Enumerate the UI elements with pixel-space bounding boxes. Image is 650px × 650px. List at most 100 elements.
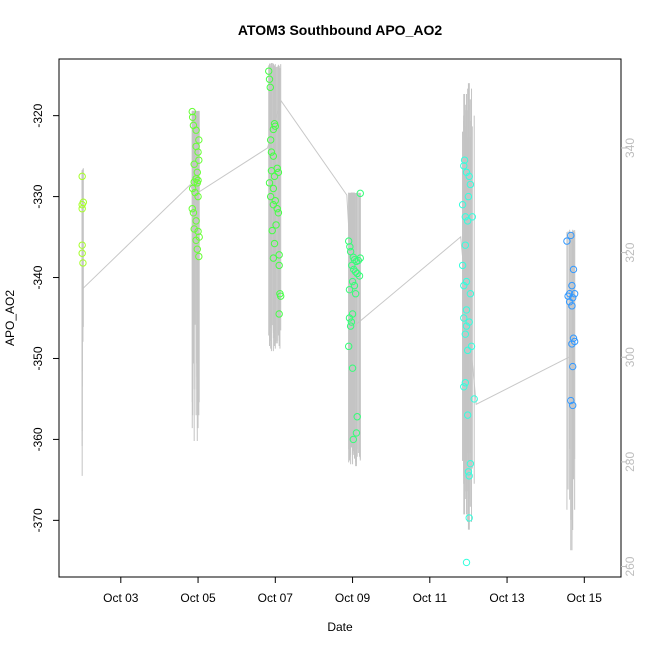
data-point	[465, 514, 473, 522]
x-tick-label: Oct 15	[567, 591, 603, 605]
data-point	[351, 290, 360, 298]
x-tick-label: Oct 13	[489, 591, 525, 605]
data-point	[460, 162, 468, 170]
data-point	[352, 429, 361, 437]
data-point	[569, 362, 577, 371]
x-axis-label: Date	[327, 620, 353, 634]
y-axis-label: APO_AO2	[3, 290, 17, 346]
data-point	[266, 136, 275, 144]
data-point	[356, 254, 364, 262]
data-point	[78, 241, 86, 249]
y-axis-left: -370 -360 -350 -340 -330 -320	[31, 103, 59, 532]
y-tick-label: -360	[31, 427, 45, 451]
data-point	[349, 435, 358, 444]
data-point	[275, 261, 283, 270]
data-point	[188, 184, 197, 193]
data-point	[267, 148, 276, 156]
data-point	[458, 200, 467, 209]
data-point	[467, 342, 476, 351]
data-point	[351, 268, 360, 276]
data-point	[272, 221, 280, 229]
data-point	[464, 192, 473, 201]
y-axis-right: 260 280 300 320 340	[621, 138, 637, 577]
y-tick-label: -320	[31, 103, 45, 127]
y-tick-label: -330	[31, 184, 45, 208]
data-point	[565, 298, 574, 306]
data-point	[275, 310, 283, 318]
data-point	[345, 314, 354, 322]
data-point	[461, 241, 470, 249]
x-tick-label: Oct 11	[413, 591, 448, 605]
data-point	[465, 472, 473, 480]
data-point	[268, 226, 276, 235]
data-point	[353, 269, 361, 278]
data-point	[567, 231, 575, 240]
data-point	[269, 200, 278, 209]
data-point	[190, 160, 198, 168]
data-point	[192, 217, 200, 225]
data-point	[78, 249, 86, 257]
data-point	[356, 189, 364, 198]
data-point	[269, 184, 278, 193]
data-point	[79, 198, 88, 206]
data-point	[193, 245, 201, 253]
data-point	[267, 166, 276, 175]
data-point	[269, 152, 278, 160]
data-point	[461, 213, 470, 221]
data-point	[188, 113, 197, 121]
data-point	[569, 265, 578, 274]
data-point	[192, 236, 200, 245]
data-point	[265, 179, 274, 187]
data-point	[465, 172, 473, 181]
data-point	[277, 292, 285, 300]
data-point	[344, 237, 353, 245]
x-tick-label: Oct 07	[258, 591, 294, 605]
data-point	[344, 342, 353, 351]
data-point	[355, 272, 364, 280]
x-axis: Oct 03 Oct 05 Oct 07 Oct 09 Oct 11 Oct 13 Oct …	[103, 577, 602, 605]
x-tick-label: Oct 05	[180, 591, 216, 605]
y-tick-label: -370	[31, 508, 45, 532]
data-point	[346, 322, 355, 330]
data-point	[348, 261, 356, 270]
data-point	[194, 227, 202, 236]
y2-tick-label: 280	[623, 452, 637, 472]
data-point	[345, 285, 354, 294]
data-point	[346, 243, 354, 251]
data-point	[270, 172, 279, 181]
data-point	[464, 468, 473, 476]
data-point	[195, 252, 203, 261]
data-point	[79, 259, 87, 267]
data-point	[265, 75, 274, 83]
data-point	[354, 256, 363, 265]
data-point	[462, 306, 471, 314]
data-point	[193, 179, 201, 187]
plot-frame	[58, 58, 622, 578]
data-point	[460, 383, 468, 391]
data-point	[348, 277, 357, 286]
data-point	[462, 322, 471, 330]
data-point	[461, 330, 470, 338]
data-point	[347, 318, 356, 326]
chart-title: ATOM3 Southbound APO_AO2	[238, 22, 443, 38]
data-point	[568, 340, 576, 348]
data-point	[274, 168, 283, 177]
y2-tick-label: 320	[623, 242, 637, 262]
y2-tick-label: 260	[623, 556, 637, 576]
x-tick-label: Oct 03	[103, 591, 139, 605]
data-point	[350, 281, 359, 290]
data-point	[461, 379, 470, 387]
y2-tick-label: 300	[623, 347, 637, 367]
data-point	[460, 281, 468, 290]
data-point	[269, 125, 278, 134]
data-point	[468, 213, 476, 221]
data-point	[270, 239, 279, 248]
data-point	[195, 136, 203, 144]
data-point	[463, 346, 472, 355]
data-point	[462, 558, 471, 567]
data-point	[466, 459, 475, 468]
data-point	[195, 156, 203, 164]
data-point	[192, 126, 200, 134]
